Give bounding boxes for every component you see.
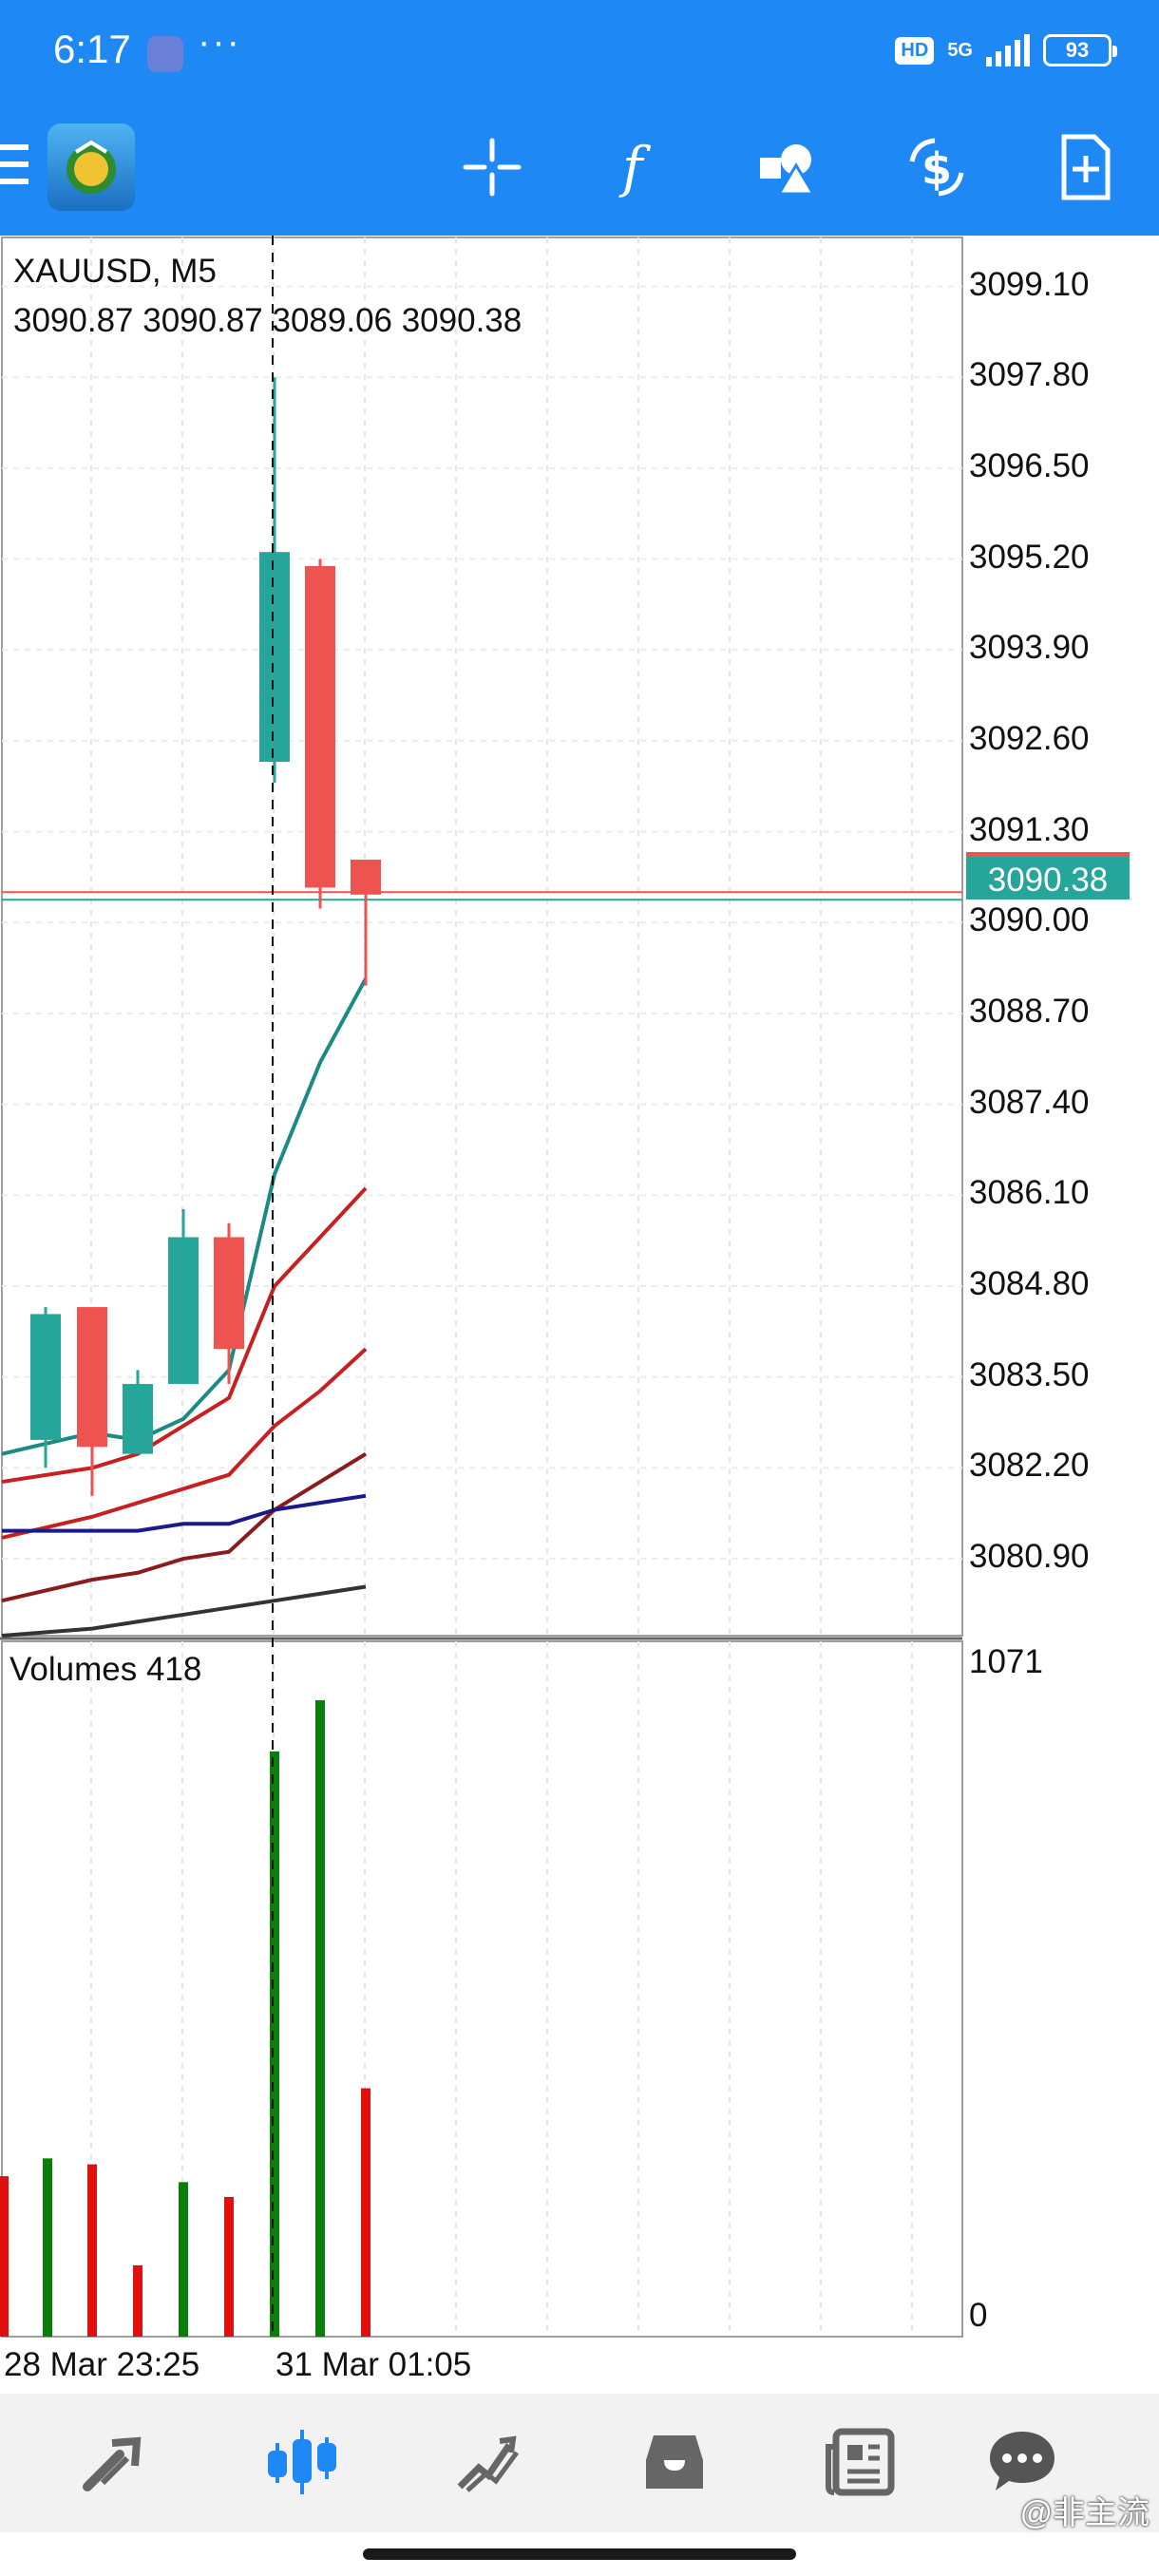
volumes-label: Volumes 418 — [10, 1651, 202, 1688]
volume-bar — [179, 2182, 188, 2337]
price-tick-label: 3082.20 — [969, 1447, 1090, 1485]
price-tick-label: 3096.50 — [969, 446, 1090, 484]
volume-bar — [361, 2088, 370, 2337]
trade-nav-icon[interactable] — [450, 2424, 526, 2500]
quotes-icon[interactable] — [78, 2424, 154, 2500]
crosshair-icon[interactable] — [454, 129, 530, 205]
volume-bar — [0, 2176, 9, 2337]
volume-axis-max: 1071 — [969, 1643, 1043, 1680]
candle-body — [168, 1237, 199, 1385]
price-tick-label: 3090.00 — [969, 901, 1090, 939]
volume-bar — [224, 2196, 234, 2337]
price-tick-label: 3080.90 — [969, 1538, 1090, 1576]
new-order-icon[interactable] — [1047, 129, 1123, 205]
ohlc-values-label: 3090.87 3090.87 3089.06 3090.38 — [13, 302, 522, 339]
price-tick-label: 3097.80 — [969, 356, 1090, 394]
network-label: 5G — [947, 40, 973, 61]
history-icon[interactable] — [636, 2424, 712, 2500]
price-tick-label: 3084.80 — [969, 1265, 1090, 1302]
price-tick-label: 3083.50 — [969, 1355, 1090, 1393]
price-tick-label: 3095.20 — [969, 538, 1090, 576]
status-more-dots: ··· — [198, 21, 241, 63]
time-label-2: 31 Mar 01:05 — [276, 2346, 472, 2383]
volume-bar — [315, 1700, 325, 2337]
watermark: @非主流 — [1019, 2495, 1150, 2531]
price-tick-label: 3088.70 — [969, 992, 1090, 1030]
price-tick-label: 3099.10 — [969, 265, 1090, 303]
candle-body — [30, 1314, 61, 1440]
hd-badge: HD — [895, 36, 935, 65]
status-app-icon — [147, 36, 183, 72]
candle-body — [259, 552, 290, 762]
candle-body — [305, 565, 335, 888]
chart-canvas[interactable] — [0, 236, 1159, 2394]
chart-icon[interactable] — [264, 2424, 340, 2500]
candle-body — [214, 1237, 244, 1350]
objects-icon[interactable] — [750, 129, 826, 205]
moving-average-line — [1, 1186, 368, 1485]
top-bar: 6:17 ··· HD 5G 93 f $ — [0, 0, 1159, 236]
moving-average-line — [2, 1493, 367, 1533]
candle-body — [351, 860, 381, 895]
candle-body — [77, 1307, 107, 1448]
volume-axis-min: 0 — [969, 2297, 988, 2334]
menu-icon[interactable] — [0, 144, 32, 188]
app-logo[interactable] — [48, 123, 135, 211]
bottom-navigation — [0, 2394, 1159, 2532]
home-indicator[interactable] — [363, 2548, 796, 2560]
svg-text:$: $ — [922, 143, 952, 195]
indicators-icon[interactable]: f — [601, 129, 677, 205]
price-tick-label: 3087.40 — [969, 1083, 1090, 1121]
signal-icon — [986, 34, 1030, 66]
current-price-tag: 3090.38 — [966, 852, 1130, 900]
volume-bar — [133, 2264, 142, 2337]
battery-icon: 93 — [1043, 34, 1117, 66]
price-tick-label: 3086.10 — [969, 1174, 1090, 1212]
candle-body — [123, 1384, 153, 1454]
time-label-1: 28 Mar 23:25 — [4, 2346, 200, 2383]
volume-plot-frame — [1, 1640, 963, 2338]
main-plot-frame — [1, 237, 963, 1637]
moving-average-line — [1, 1584, 367, 1638]
moving-average-line — [1, 1347, 368, 1540]
price-tick-label: 3093.90 — [969, 629, 1090, 667]
volume-bar — [43, 2158, 52, 2337]
status-right-group: HD 5G 93 — [895, 34, 1117, 66]
chat-icon[interactable] — [984, 2424, 1060, 2500]
trade-icon[interactable]: $ — [899, 129, 975, 205]
symbol-timeframe-label: XAUUSD, M5 — [13, 253, 217, 290]
price-tick-label: 3092.60 — [969, 719, 1090, 757]
moving-average-line — [1, 1451, 368, 1603]
status-time: 6:17 — [53, 27, 131, 71]
svg-text:f: f — [618, 135, 652, 199]
price-tick-label: 3091.30 — [969, 810, 1090, 848]
volume-bar — [270, 1751, 279, 2337]
volume-bar — [87, 2164, 97, 2337]
news-icon[interactable] — [823, 2424, 899, 2500]
